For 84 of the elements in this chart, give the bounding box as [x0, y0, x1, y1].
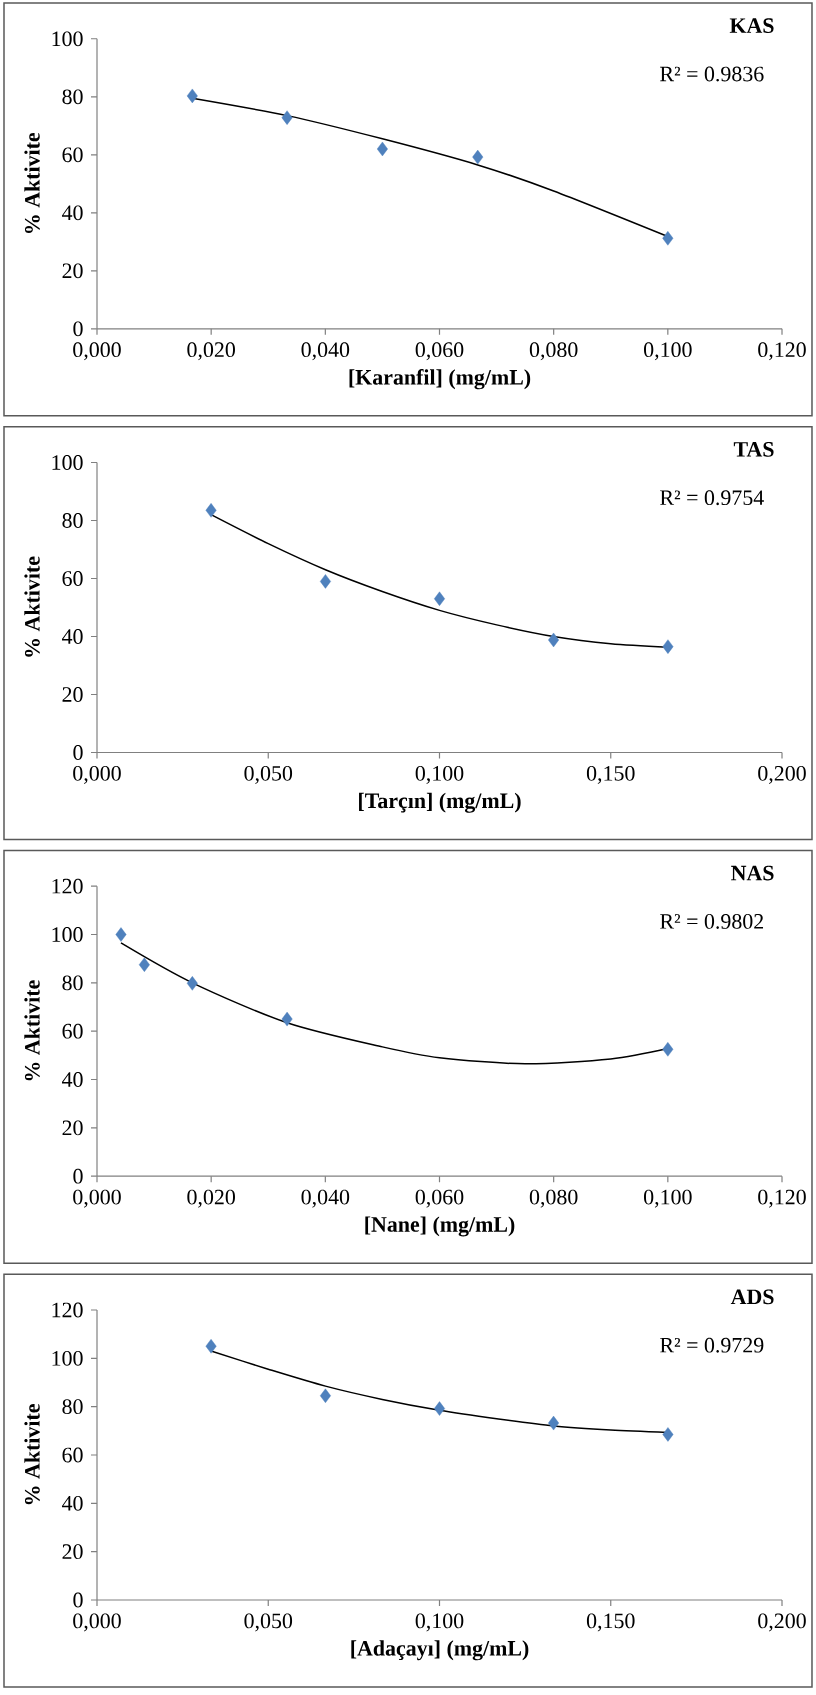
y-tick-label: 40 — [62, 1072, 83, 1087]
y-tick-label: 100 — [52, 1350, 83, 1366]
x-tick-label: 0,000 — [73, 1189, 121, 1208]
point — [205, 1339, 217, 1354]
x-tick-label: 0,020 — [187, 1189, 235, 1208]
y-tick-label: 40 — [62, 629, 83, 644]
x-axis-title: [Nane] (mg/mL) — [365, 1216, 515, 1237]
x-tick-label: 0,150 — [586, 765, 635, 784]
x-tick-label: 0,050 — [244, 1613, 293, 1632]
point — [662, 231, 674, 246]
x-axis-title: [Tarçın] (mg/mL) — [359, 792, 521, 813]
y-tick-label: 80 — [62, 89, 83, 105]
point — [472, 149, 484, 165]
x-tick-label: 0,200 — [758, 765, 806, 784]
x-tick-label: 0,100 — [415, 1613, 464, 1632]
y-axis-title: % Aktivite — [24, 1404, 40, 1505]
y-tick-label: 60 — [62, 571, 83, 586]
y-tick-label: 40 — [62, 205, 83, 221]
y-tick-label: 20 — [62, 1544, 83, 1560]
y-tick-label: 100 — [52, 927, 83, 942]
y-tick-label: 0 — [73, 745, 83, 760]
x-tick-label: 0,100 — [644, 1189, 692, 1208]
x-axis-title: [Karanfil] (mg/mL) — [349, 369, 531, 390]
chart-title: KAS — [729, 18, 774, 34]
point — [186, 976, 198, 991]
x-axis-title: [Adaçayı] (mg/mL) — [351, 1640, 529, 1661]
annotation: R² = 0.9836 — [660, 66, 764, 82]
x-tick-label: 0,080 — [529, 342, 578, 361]
y-tick-label: 80 — [62, 1399, 83, 1415]
x-tick-label: 0,060 — [415, 342, 464, 361]
y-tick-label: 100 — [52, 455, 83, 470]
x-tick-label: 0,150 — [586, 1613, 635, 1632]
point — [662, 1427, 674, 1442]
x-tick-label: 0,120 — [758, 342, 806, 361]
point — [662, 639, 674, 654]
x-tick-label: 0,020 — [187, 342, 235, 361]
y-axis-title: % Aktivite — [24, 980, 40, 1081]
y-tick-label: 20 — [62, 1120, 83, 1136]
chart-title: NAS — [731, 865, 774, 881]
y-tick-label: 40 — [62, 1495, 83, 1511]
annotation: R² = 0.9754 — [660, 490, 764, 506]
chart-title: TAS — [733, 442, 774, 457]
point — [281, 110, 293, 125]
chart-title: ADS — [730, 1289, 774, 1305]
x-tick-label: 0,000 — [73, 765, 121, 784]
point — [320, 574, 331, 589]
y-tick-label: 120 — [52, 878, 83, 894]
y-tick-label: 20 — [62, 263, 83, 279]
point — [434, 1401, 445, 1416]
annotation: R² = 0.9802 — [660, 913, 764, 929]
x-tick-label: 0,050 — [244, 765, 293, 784]
x-tick-label: 0,200 — [758, 1613, 806, 1632]
y-tick-label: 60 — [62, 1447, 83, 1463]
point — [434, 591, 445, 606]
x-tick-label: 0,100 — [415, 765, 464, 784]
y-axis-title: % Aktivite — [24, 132, 40, 233]
y-tick-label: 80 — [62, 975, 83, 991]
y-tick-label: 120 — [52, 1302, 83, 1318]
annotation: R² = 0.9729 — [660, 1337, 764, 1353]
y-tick-label: 0 — [73, 321, 83, 337]
point — [320, 1388, 331, 1403]
x-tick-label: 0,000 — [73, 342, 121, 361]
point — [115, 927, 127, 942]
x-tick-label: 0,000 — [73, 1613, 121, 1632]
point — [205, 503, 217, 518]
point — [376, 141, 388, 157]
y-tick-label: 0 — [73, 1592, 83, 1608]
y-tick-label: 60 — [62, 1023, 83, 1039]
x-tick-label: 0,040 — [301, 342, 350, 361]
x-tick-label: 0,040 — [301, 1189, 350, 1208]
y-tick-label: 0 — [73, 1168, 83, 1184]
x-tick-label: 0,080 — [529, 1189, 578, 1208]
y-tick-label: 100 — [52, 31, 83, 47]
y-tick-label: 60 — [62, 147, 83, 163]
point — [662, 1042, 674, 1057]
point — [281, 1011, 293, 1027]
x-tick-label: 0,060 — [415, 1189, 464, 1208]
point — [186, 88, 198, 104]
x-tick-label: 0,120 — [758, 1189, 806, 1208]
x-tick-label: 0,100 — [644, 342, 692, 361]
y-tick-label: 20 — [62, 687, 83, 702]
point — [138, 957, 150, 972]
y-tick-label: 80 — [62, 513, 83, 528]
y-axis-title: % Aktivite — [24, 556, 40, 657]
